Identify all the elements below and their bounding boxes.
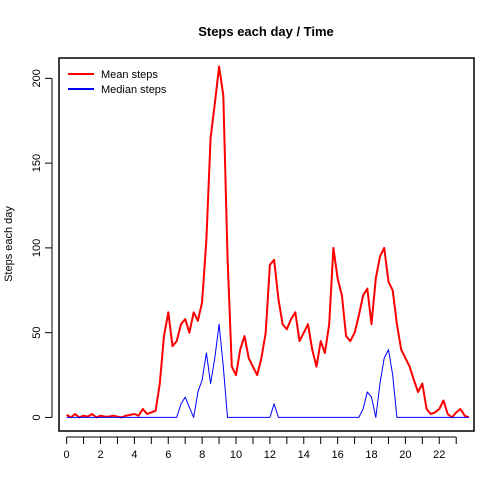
x-tick-label: 0 <box>64 449 70 461</box>
y-tick-label: 0 <box>31 414 43 420</box>
y-tick-label: 100 <box>31 239 43 257</box>
x-tick-label: 20 <box>399 449 411 461</box>
x-tick-label: 6 <box>165 449 171 461</box>
x-axis: 0 2 4 6 8 10 12 14 16 18 20 22 <box>64 436 457 461</box>
series-line-mean-steps <box>66 65 470 419</box>
x-tick-label: 12 <box>264 449 276 461</box>
series-line-median-steps <box>66 323 469 418</box>
y-tick-label: 200 <box>31 69 43 87</box>
x-tick-label: 22 <box>433 449 445 461</box>
x-tick-label: 4 <box>131 449 137 461</box>
legend: Mean steps Median steps <box>68 69 167 96</box>
x-tick-label: 2 <box>97 449 103 461</box>
legend-label-median-steps: Median steps <box>101 84 167 96</box>
y-tick-label: 50 <box>31 327 43 339</box>
y-axis: 0 50 100 150 200 <box>31 69 53 420</box>
x-tick-label: 10 <box>230 449 242 461</box>
x-tick-label: 16 <box>332 449 344 461</box>
plot-frame <box>58 57 475 432</box>
x-tick-label: 14 <box>298 449 310 461</box>
y-tick-label: 150 <box>31 154 43 172</box>
chart-title: Steps each day / Time <box>198 24 334 39</box>
x-tick-label: 8 <box>199 449 205 461</box>
x-tick-label: 18 <box>365 449 377 461</box>
series-layer <box>66 65 470 419</box>
y-axis-label: Steps each day <box>3 206 15 282</box>
legend-label-mean-steps: Mean steps <box>101 69 158 81</box>
